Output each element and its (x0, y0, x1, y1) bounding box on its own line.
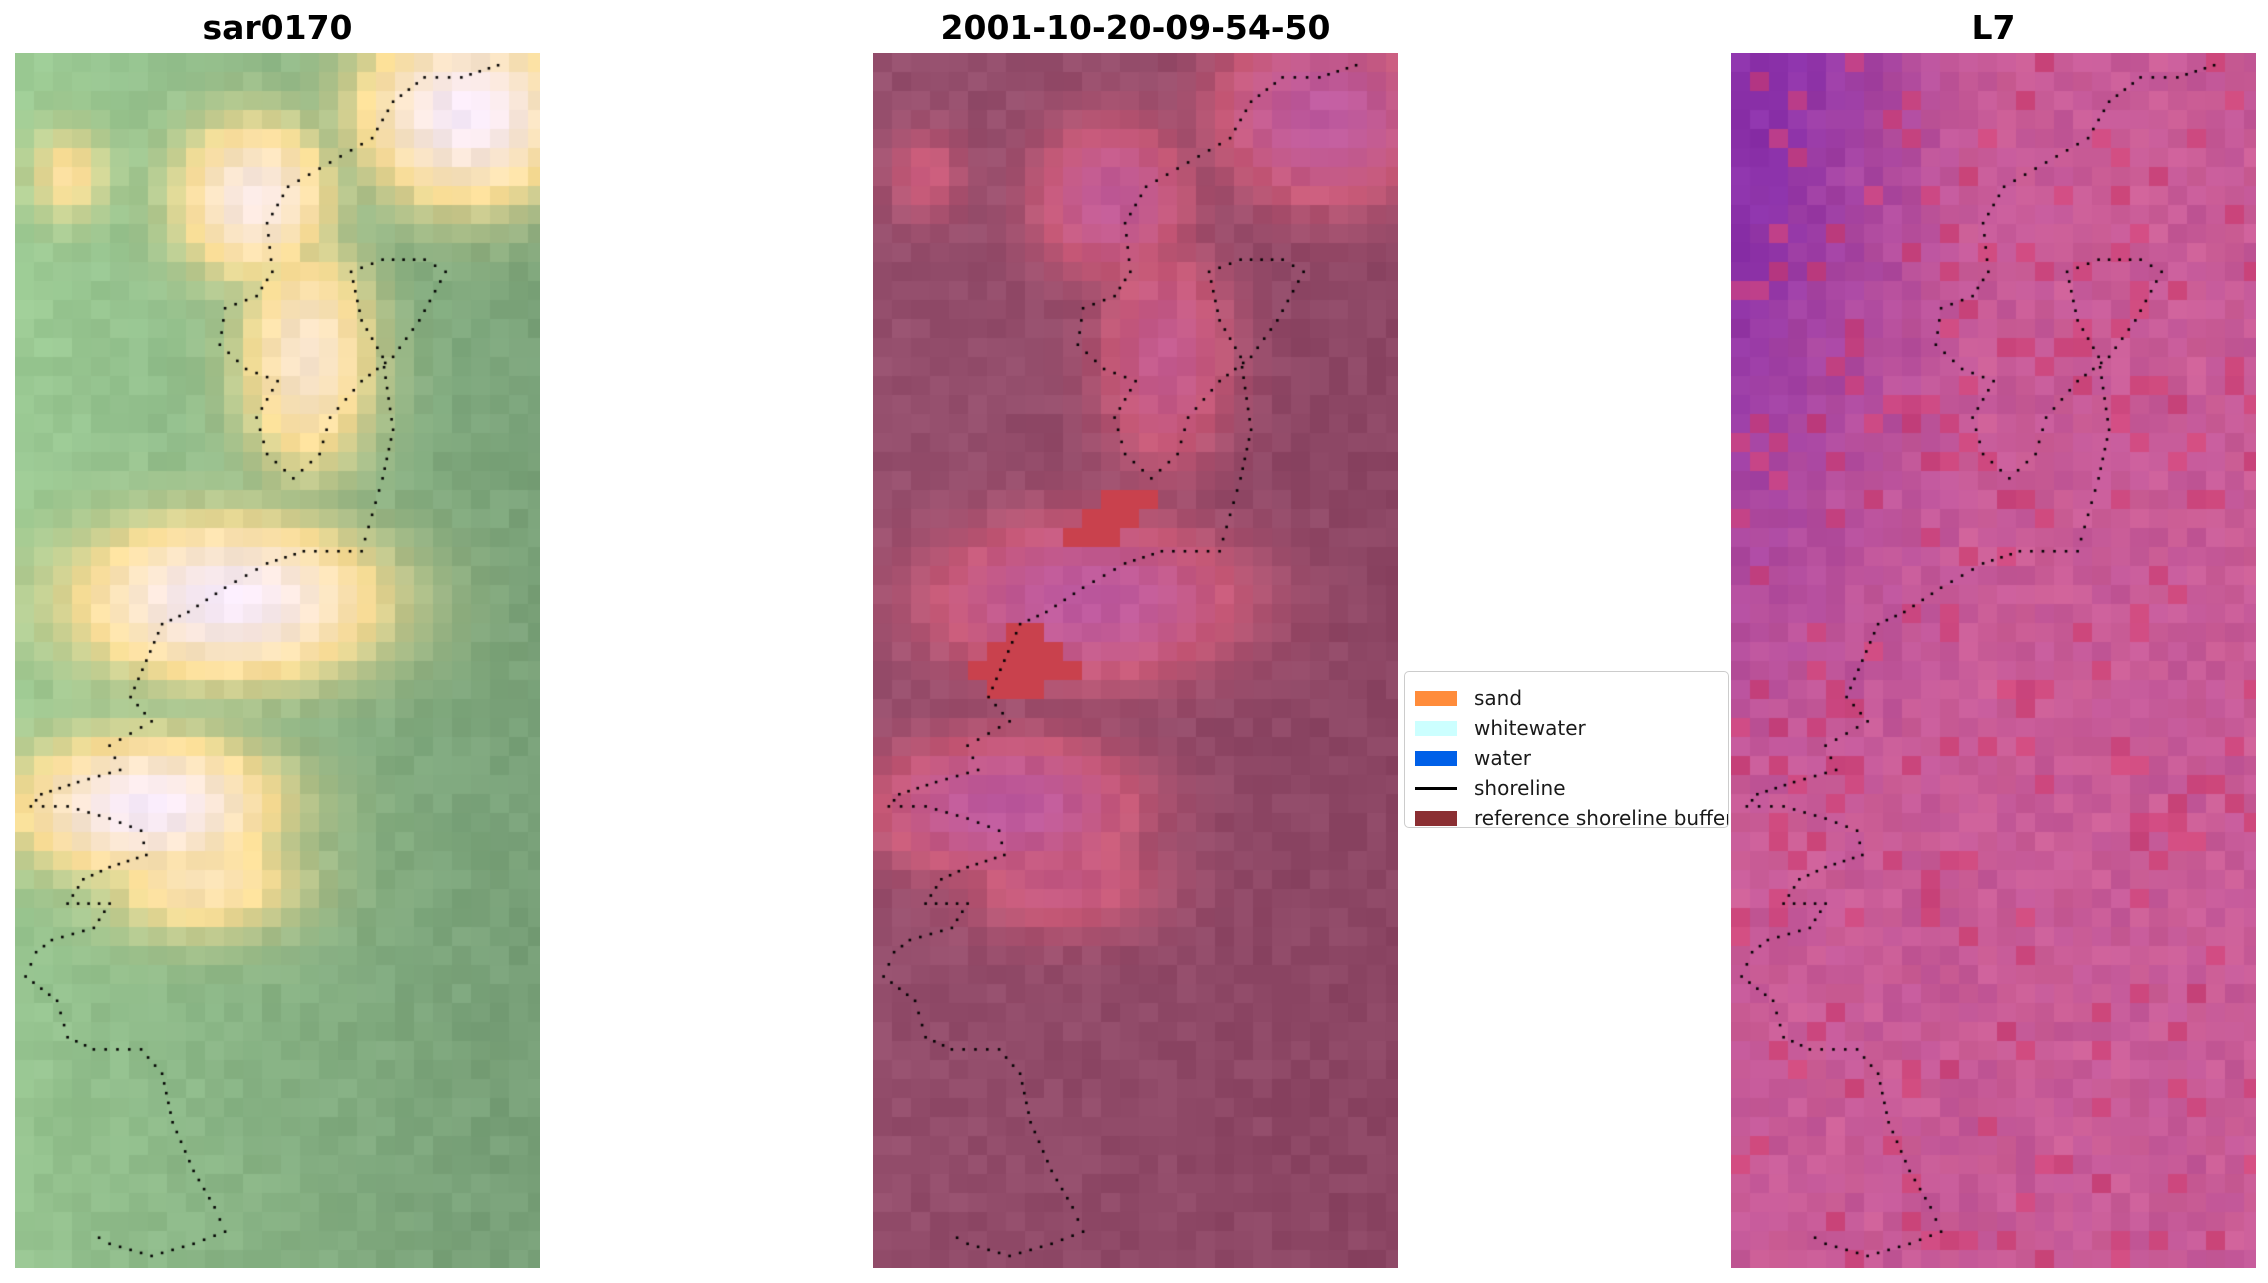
legend-item-sand: sand (1415, 683, 1522, 713)
buffer-swatch-icon (1415, 810, 1457, 826)
sand-swatch-icon (1415, 690, 1457, 706)
legend-label: reference shoreline buffer (1474, 806, 1729, 828)
legend-item-shoreline: shoreline (1415, 773, 1566, 803)
panel-title-right: L7 (1971, 8, 2016, 47)
satellite-image-middle (873, 53, 1398, 1268)
legend-label: sand (1474, 686, 1523, 710)
legend-item-water: water (1415, 743, 1531, 773)
satellite-image-left (15, 53, 540, 1268)
legend-label: whitewater (1474, 716, 1586, 740)
classification-legend: sand whitewater water shoreline referenc… (1404, 671, 1729, 828)
panel-title-left: sar0170 (202, 8, 353, 47)
shoreline-line-icon (1415, 786, 1457, 790)
satellite-image-right (1731, 53, 2256, 1268)
legend-item-reference-buffer: reference shoreline buffer (1415, 803, 1729, 828)
whitewater-swatch-icon (1415, 720, 1457, 736)
legend-item-whitewater: whitewater (1415, 713, 1586, 743)
panel-title-middle: 2001-10-20-09-54-50 (940, 8, 1331, 47)
legend-label: shoreline (1474, 776, 1566, 800)
legend-label: water (1474, 746, 1531, 770)
water-swatch-icon (1415, 750, 1457, 766)
